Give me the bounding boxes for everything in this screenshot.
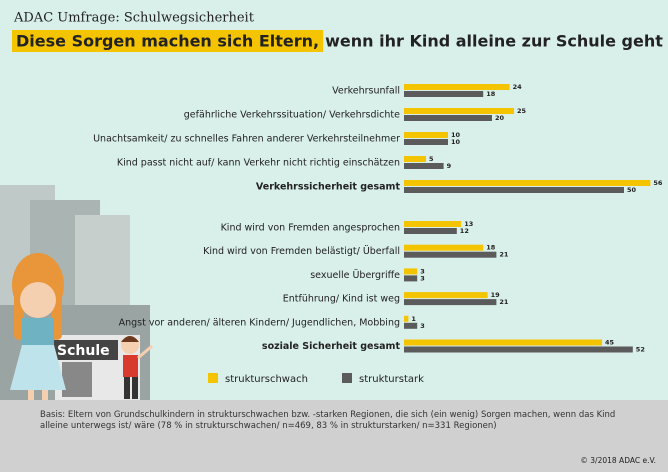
category-label: soziale Sicherheit gesamt bbox=[262, 341, 401, 352]
bar bbox=[404, 292, 488, 299]
footnote: Basis: Eltern von Grundschulkindern in s… bbox=[40, 410, 616, 431]
bar bbox=[404, 315, 409, 322]
category-label: gefährliche Verkehrssituation/ Verkehrsd… bbox=[184, 110, 400, 121]
footnote-box: Basis: Eltern von Grundschulkindern in s… bbox=[40, 410, 616, 431]
value-label: 24 bbox=[513, 83, 523, 91]
value-label: 13 bbox=[464, 220, 473, 228]
value-label: 19 bbox=[491, 291, 501, 299]
category-label: Angst vor anderen/ älteren Kindern/ Juge… bbox=[119, 317, 400, 328]
value-label: 1 bbox=[411, 315, 416, 323]
category-label: Entführung/ Kind ist weg bbox=[283, 294, 400, 305]
value-label: 52 bbox=[636, 346, 645, 354]
boy-illustration bbox=[121, 336, 153, 399]
value-label: 45 bbox=[605, 339, 615, 347]
bar bbox=[404, 108, 514, 114]
bar bbox=[404, 268, 418, 275]
bar bbox=[404, 91, 484, 97]
legend-label: strukturschwach bbox=[225, 374, 308, 385]
category-label: Verkehrssicherheit gesamt bbox=[256, 182, 401, 193]
school-sign: Schule bbox=[57, 343, 110, 359]
ground bbox=[0, 400, 668, 472]
legend-swatch bbox=[208, 373, 218, 383]
value-label: 10 bbox=[451, 131, 461, 139]
bar bbox=[404, 132, 448, 138]
title: Diese Sorgen machen sich Eltern, bbox=[16, 32, 319, 51]
value-label: 12 bbox=[460, 227, 469, 235]
value-label: 50 bbox=[627, 186, 637, 194]
bar bbox=[404, 228, 457, 234]
category-label: Kind passt nicht auf/ kann Verkehr nicht… bbox=[117, 158, 400, 169]
legend-swatch bbox=[342, 373, 352, 383]
bar bbox=[404, 346, 633, 353]
value-label: 5 bbox=[429, 155, 434, 163]
bar bbox=[404, 322, 418, 329]
value-label: 25 bbox=[517, 107, 527, 115]
value-label: 56 bbox=[653, 179, 663, 187]
title-highlight bbox=[12, 30, 324, 52]
bar bbox=[404, 221, 462, 227]
category-label: Unachtsamkeit/ zu schnelles Fahren ander… bbox=[93, 134, 400, 145]
copyright: © 3/2018 ADAC e.V. bbox=[580, 456, 656, 465]
subtitle: ADAC Umfrage: Schulwegsicherheit bbox=[13, 11, 255, 26]
bar bbox=[404, 339, 602, 346]
value-label: 21 bbox=[499, 298, 509, 306]
bar bbox=[404, 275, 418, 282]
value-label: 3 bbox=[420, 322, 425, 330]
bar bbox=[404, 251, 497, 258]
value-label: 3 bbox=[420, 274, 425, 282]
bar bbox=[404, 163, 444, 169]
value-label: 10 bbox=[451, 138, 461, 146]
category-label: Verkehrsunfall bbox=[332, 86, 400, 97]
value-label: 9 bbox=[447, 162, 452, 170]
value-label: 20 bbox=[495, 114, 505, 122]
category-label: sexuelle Übergriffe bbox=[310, 270, 400, 281]
bar bbox=[404, 156, 426, 162]
girl-illustration bbox=[10, 253, 66, 402]
legend-label: strukturstark bbox=[359, 374, 424, 385]
value-label: 18 bbox=[486, 244, 496, 252]
bar bbox=[404, 84, 510, 90]
bar bbox=[404, 115, 492, 121]
value-label: 18 bbox=[486, 90, 496, 98]
category-label: Kind wird von Fremden belästigt/ Überfal… bbox=[203, 246, 400, 257]
title: wenn ihr Kind alleine zur Schule geht bbox=[325, 32, 663, 51]
bar bbox=[404, 299, 497, 306]
value-label: 21 bbox=[499, 251, 509, 259]
bar bbox=[404, 180, 651, 186]
bar bbox=[404, 187, 624, 193]
value-label: 3 bbox=[420, 267, 425, 275]
bar bbox=[404, 244, 484, 251]
category-label: Kind wird von Fremden angesprochen bbox=[221, 223, 400, 234]
bar bbox=[404, 139, 448, 145]
